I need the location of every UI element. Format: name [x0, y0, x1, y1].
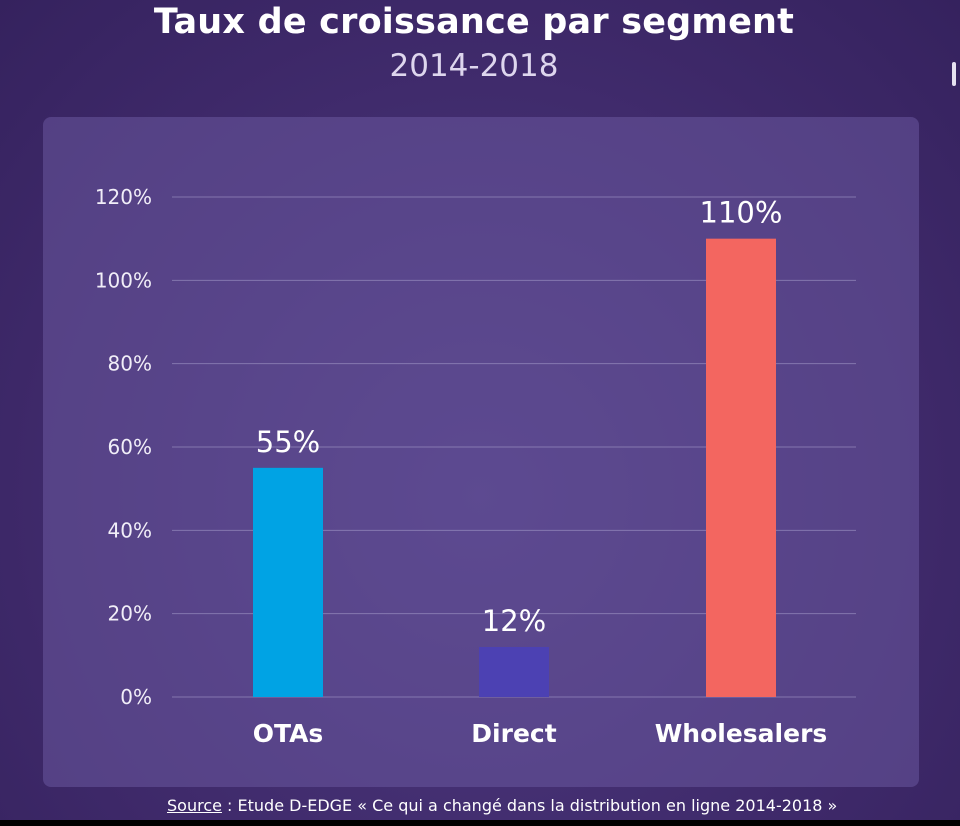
source-link[interactable]: Source: [167, 796, 222, 815]
y-tick-label: 120%: [95, 185, 152, 209]
scrollbar-thumb[interactable]: [952, 62, 956, 86]
y-tick-label: 0%: [120, 685, 152, 709]
y-tick-label: 100%: [95, 268, 152, 292]
x-tick-label: Direct: [471, 719, 556, 748]
y-tick-label: 40%: [108, 518, 152, 542]
data-label: 55%: [256, 425, 320, 459]
bar-otas: [253, 467, 323, 697]
data-label: 110%: [700, 196, 783, 230]
bar-wholesalers: [706, 238, 776, 697]
y-tick-label: 20%: [108, 602, 152, 626]
bar-direct: [479, 647, 549, 697]
y-tick-label: 60%: [108, 435, 152, 459]
source-note: Source : Etude D-EDGE « Ce qui a changé …: [167, 796, 837, 815]
bottom-edge: [0, 820, 960, 826]
x-tick-label: Wholesalers: [655, 719, 828, 748]
x-tick-label: OTAs: [253, 719, 324, 748]
source-text: : Etude D-EDGE « Ce qui a changé dans la…: [221, 796, 838, 815]
chart-subtitle: 2014-2018: [389, 48, 559, 84]
data-label: 12%: [482, 604, 546, 638]
y-tick-label: 80%: [108, 352, 152, 376]
chart-title: Taux de croissance par segment: [153, 2, 795, 42]
